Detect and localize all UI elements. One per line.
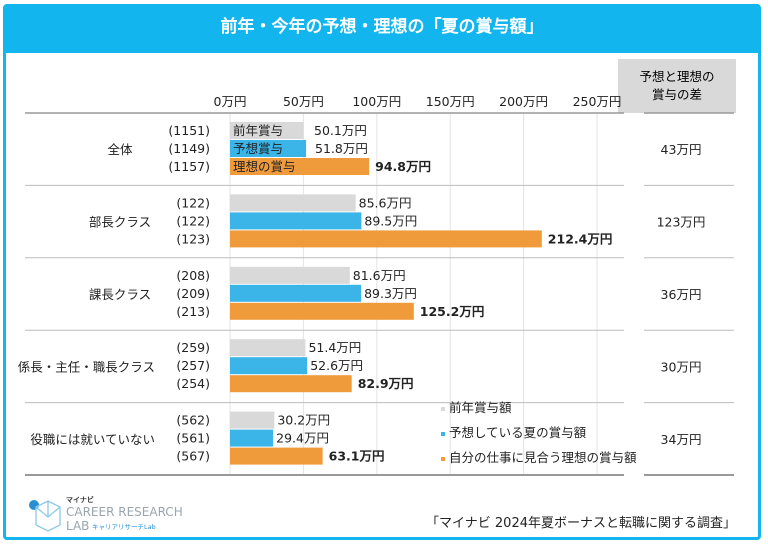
logo-cube-icon (35, 500, 61, 532)
sample-size: (257) (176, 358, 210, 373)
x-tick-label: 150万円 (426, 94, 475, 109)
value-label: 212.4万円 (548, 231, 613, 246)
sample-size: (213) (176, 304, 210, 319)
value-label: 89.3万円 (364, 286, 417, 301)
diff-column-header: 予想と理想の 賞与の差 (618, 59, 736, 113)
sample-size: (259) (176, 340, 210, 355)
logo-lab: LAB (66, 519, 89, 533)
sample-size: (1149) (168, 141, 210, 156)
sample-size: (1151) (168, 123, 210, 138)
legend-swatch (441, 407, 445, 411)
value-label: 82.9万円 (358, 376, 414, 391)
legend-label: 前年賞与額 (449, 400, 512, 415)
chart-frame: 前年・今年の予想・理想の「夏の賞与額」 予想と理想の 賞与の差 0万円 50万円 1… (3, 4, 761, 540)
value-label: 30.2万円 (277, 413, 330, 428)
sample-size: (209) (176, 286, 210, 301)
legend-label: 自分の仕事に見合う理想の賞与額 (449, 450, 637, 465)
bar-previous (230, 194, 356, 212)
legend-label: 予想している夏の賞与額 (449, 425, 587, 440)
bar-ideal (230, 447, 323, 465)
x-tick-label: 250万円 (573, 94, 622, 109)
bar-expected (230, 140, 307, 157)
value-label: 89.5万円 (364, 213, 417, 228)
value-label: 52.6万円 (310, 358, 363, 373)
sample-size: (122) (176, 195, 210, 210)
value-label: 51.4万円 (308, 340, 361, 355)
x-tick-label: 50万円 (283, 94, 324, 109)
category-label: 課長クラス (89, 287, 151, 302)
logo-sub: キャリアリサーチLab (92, 523, 156, 531)
logo-brand: マイナビ (66, 495, 94, 504)
in-bar-label: 理想の賞与 (233, 159, 296, 174)
bar-previous (230, 411, 275, 429)
sample-size: (567) (176, 449, 210, 464)
bar-ideal (230, 302, 414, 320)
x-tick-label: 0万円 (214, 94, 247, 109)
sample-size: (122) (176, 213, 210, 228)
diff-value: 43万円 (661, 142, 702, 157)
value-label: 94.8万円 (375, 159, 431, 174)
bar-previous (230, 122, 304, 139)
x-tick-label: 200万円 (499, 94, 548, 109)
in-bar-label: 前年賞与 (233, 123, 283, 138)
sample-size: (254) (176, 376, 210, 391)
bar-expected (230, 357, 308, 375)
sample-size: (123) (176, 231, 210, 246)
diff-value: 34万円 (661, 432, 702, 447)
source-note: 「マイナビ 2024年夏ボーナスと転職に関する調査」 (426, 516, 736, 531)
career-research-lab-logo: マイナビ CAREER RESEARCH LAB キャリアリサーチLab (26, 493, 186, 537)
x-tick-label: 100万円 (352, 94, 401, 109)
logo-name: CAREER RESEARCH (66, 505, 183, 519)
bar-ideal (230, 375, 352, 393)
sample-size: (208) (176, 268, 210, 283)
bar-ideal (230, 158, 370, 175)
value-label: 125.2万円 (420, 304, 485, 319)
value-label: 51.8万円 (315, 141, 368, 156)
category-label: 部長クラス (89, 215, 151, 230)
diff-value: 123万円 (657, 215, 706, 230)
category-label: 全体 (107, 142, 133, 157)
legend-swatch (441, 432, 445, 436)
value-label: 63.1万円 (329, 449, 385, 464)
category-label: 係長・主任・職長クラス (18, 359, 155, 374)
sample-size: (1157) (168, 159, 210, 174)
chart-title: 前年・今年の予想・理想の「夏の賞与額」 (6, 7, 758, 53)
in-bar-label: 予想賞与 (233, 141, 283, 156)
sample-size: (562) (176, 413, 210, 428)
diff-value: 36万円 (661, 287, 702, 302)
bar-expected (230, 284, 362, 302)
value-label: 50.1万円 (314, 123, 367, 138)
bar-previous (230, 339, 306, 357)
value-label: 81.6万円 (353, 268, 406, 283)
value-label: 29.4万円 (276, 431, 329, 446)
diff-value: 30万円 (661, 359, 702, 374)
value-label: 85.6万円 (359, 195, 412, 210)
legend-swatch (441, 457, 445, 461)
bar-ideal (230, 230, 542, 248)
bar-expected (230, 429, 274, 447)
bar-expected (230, 212, 362, 230)
bar-previous (230, 266, 350, 284)
category-label: 役職には就いていない (30, 432, 155, 447)
sample-size: (561) (176, 431, 210, 446)
